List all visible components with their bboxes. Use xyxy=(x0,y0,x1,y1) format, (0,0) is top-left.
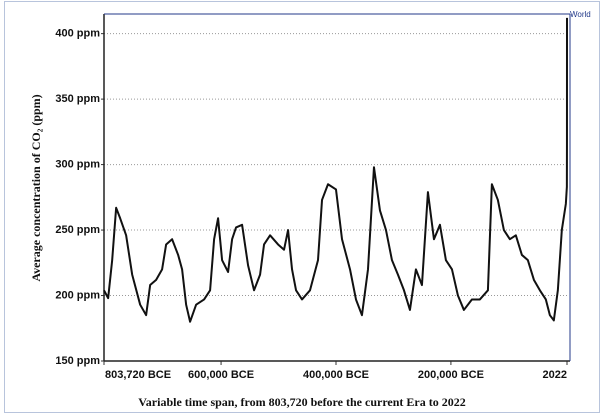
x-tick-label: 600,000 BCE xyxy=(188,369,254,381)
y-tick-label: 350 ppm xyxy=(55,93,100,105)
y-tick-label: 200 ppm xyxy=(55,289,100,301)
x-tick-label: 200,000 BCE xyxy=(418,369,484,381)
x-tick-label: 803,720 BCE xyxy=(105,369,171,381)
x-tick-label: 400,000 BCE xyxy=(303,369,369,381)
annotation: World xyxy=(570,10,591,19)
y-tick-label: 300 ppm xyxy=(55,158,100,170)
x-axis-title: Variable time span, from 803,720 before … xyxy=(138,395,466,409)
data-line xyxy=(103,17,568,323)
frame xyxy=(4,1,600,413)
y-axis-title: Average concentration of CO₂ (ppm) xyxy=(29,94,43,281)
y-tick-label: 150 ppm xyxy=(55,355,100,367)
y-tick-label: 400 ppm xyxy=(55,28,100,40)
y-tick-label: 250 ppm xyxy=(55,224,100,236)
x-tick-label: 2022 xyxy=(543,369,567,381)
